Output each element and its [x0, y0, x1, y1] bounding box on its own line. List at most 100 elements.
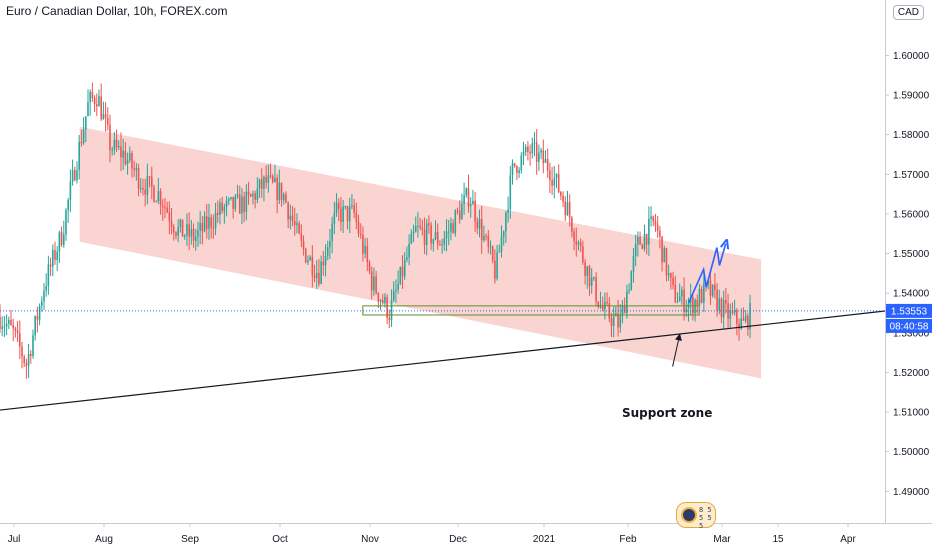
- logo-ring-icon: [681, 507, 697, 523]
- candle-body: [10, 319, 12, 326]
- candle-body: [529, 152, 531, 154]
- candle-body: [258, 179, 261, 189]
- candle-body: [700, 288, 703, 303]
- candle-body: [709, 280, 712, 296]
- candle-body: [560, 192, 562, 196]
- candle-body: [282, 194, 285, 201]
- candle-body: [692, 297, 694, 314]
- candle-body: [329, 241, 331, 248]
- candle-body: [190, 229, 193, 237]
- candle-body: [289, 215, 292, 220]
- candle-body: [5, 323, 8, 327]
- candle-body: [146, 176, 149, 195]
- time-tick-label: Dec: [449, 534, 467, 545]
- candle-body: [225, 200, 228, 207]
- candle-body: [498, 251, 501, 253]
- tradingview-logo[interactable]: 8 5 5 5 5: [676, 502, 716, 530]
- candle-body: [582, 246, 584, 263]
- candle-body: [214, 212, 217, 228]
- time-tick-label: Jul: [8, 534, 21, 545]
- candle-body: [56, 251, 58, 260]
- candle-body: [172, 227, 175, 233]
- candle-body: [467, 188, 470, 207]
- candle-body: [727, 303, 729, 319]
- candle-body: [395, 289, 397, 291]
- candle-body: [346, 206, 349, 222]
- last-price-label-bg: [886, 303, 932, 318]
- candle-body: [256, 188, 259, 200]
- candle-body: [538, 152, 540, 162]
- candle-body: [133, 168, 135, 171]
- candle-body: [527, 146, 529, 153]
- candle-body: [513, 163, 516, 166]
- candle-body: [58, 232, 61, 252]
- candle-body: [379, 300, 382, 302]
- candle-body: [641, 244, 644, 249]
- candle-body: [463, 195, 465, 204]
- candle-body: [584, 262, 586, 276]
- candle-body: [230, 197, 232, 199]
- candle-body: [452, 223, 454, 234]
- price-tick-label: 1.59000: [893, 91, 930, 102]
- candle-body: [186, 224, 188, 236]
- candle-body: [333, 212, 336, 224]
- candle-body: [720, 298, 723, 318]
- candle-body: [531, 143, 534, 154]
- candle-body: [667, 273, 670, 276]
- candle-body: [260, 179, 263, 189]
- candle-body: [542, 150, 545, 163]
- candle-body: [520, 155, 523, 171]
- candle-body: [557, 173, 560, 193]
- candle-body: [571, 217, 573, 232]
- candle-body: [711, 284, 714, 296]
- candle-body: [232, 197, 234, 209]
- candle-body: [436, 231, 439, 245]
- candle-body: [681, 289, 683, 297]
- candle-body: [18, 333, 21, 347]
- candle-body: [425, 223, 428, 245]
- candle-body: [412, 231, 415, 234]
- candle-body: [76, 169, 78, 181]
- candle-body: [7, 319, 10, 324]
- candle-body: [150, 176, 153, 187]
- candle-body: [124, 150, 127, 164]
- price-tick-label: 1.51000: [893, 408, 930, 419]
- candle-body: [406, 257, 408, 260]
- candle-body: [434, 231, 437, 240]
- currency-badge[interactable]: CAD: [892, 5, 924, 20]
- candle-body: [120, 146, 122, 158]
- time-tick-label: Aug: [95, 534, 113, 545]
- candle-body: [355, 212, 358, 222]
- candle-body: [632, 255, 635, 272]
- candle-body: [555, 173, 558, 178]
- candle-body: [164, 207, 166, 209]
- price-tick-label: 1.58000: [893, 130, 930, 141]
- candle-body: [223, 206, 226, 212]
- time-tick-label: Sep: [181, 534, 199, 545]
- candle-body: [265, 176, 267, 183]
- candle-body: [656, 224, 659, 231]
- candle-body: [619, 315, 622, 328]
- candle-body: [518, 170, 520, 173]
- candle-body: [489, 246, 492, 248]
- candle-body: [384, 296, 386, 304]
- candle-body: [500, 236, 503, 252]
- candle-body: [639, 236, 641, 245]
- candle-body: [401, 267, 404, 277]
- time-tick-label: 2021: [533, 534, 556, 545]
- candle-body: [738, 323, 740, 329]
- candle-body: [725, 299, 727, 304]
- candle-body: [630, 271, 633, 291]
- countdown-label-bg: [886, 318, 932, 333]
- candle-body: [307, 260, 309, 263]
- candle-body: [278, 182, 281, 201]
- candle-body: [645, 234, 648, 245]
- candle-body: [0, 316, 1, 329]
- candle-body: [703, 283, 705, 303]
- candle-body: [181, 219, 184, 237]
- candle-body: [564, 201, 567, 216]
- candle-body: [194, 236, 197, 241]
- candle-body: [722, 299, 725, 318]
- candle-body: [388, 317, 391, 321]
